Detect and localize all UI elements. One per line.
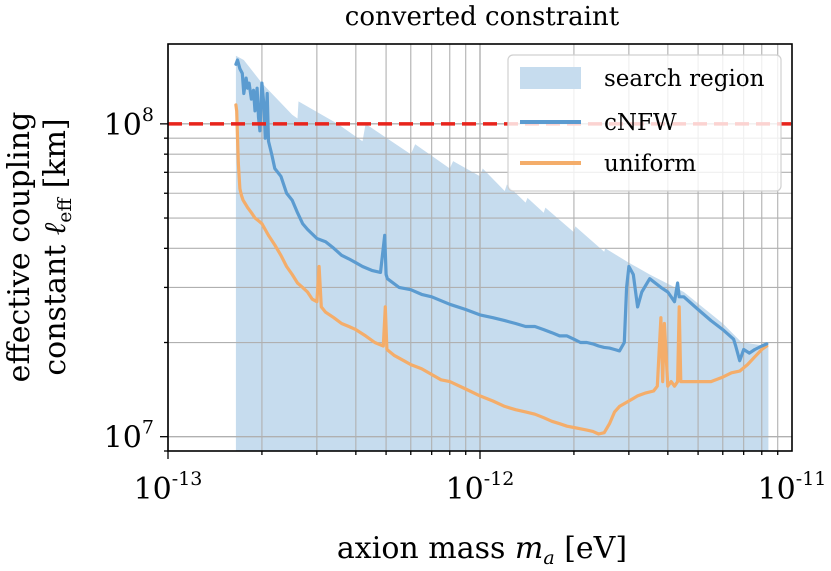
y-tick-label: 108 [104,104,154,143]
x-axis-label: axion mass ma [eV] [337,531,627,569]
y-axis-label-line2: constant ℓeff [km] [38,118,76,375]
x-tick-label: 10-13 [134,468,203,507]
tick-layer: 10-13 10-12 10-11 107 108 [104,104,827,507]
legend: search region cNFW uniform [507,54,782,192]
legend-label-search-region: search region [604,66,765,92]
series-line-uniform [234,103,769,436]
y-axis-label: effective coupling constant ℓeff [km] [2,112,76,383]
legend-swatch-search-region [520,67,581,89]
y-tick-label: 107 [104,417,154,456]
series-layer [234,58,769,436]
x-tick-label: 10-11 [758,468,827,507]
x-tick-label: 10-12 [446,468,515,507]
series-line-cnfw [234,58,769,363]
chart-title: converted constraint [345,2,620,32]
y-axis-label-line1: effective coupling [2,112,37,383]
legend-label-cnfw: cNFW [604,110,677,136]
legend-label-uniform: uniform [604,151,696,177]
